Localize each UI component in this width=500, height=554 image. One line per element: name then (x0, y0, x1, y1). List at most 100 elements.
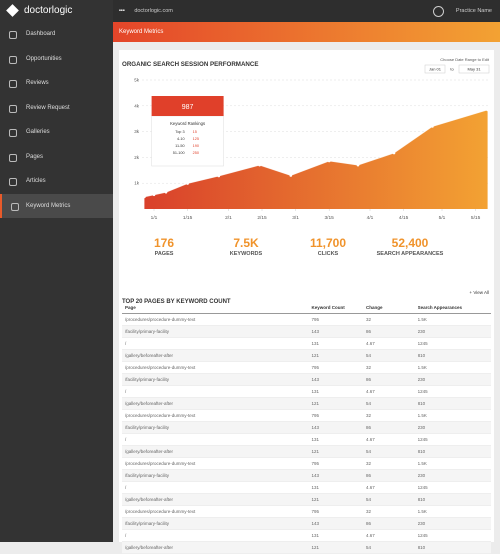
table-cell: 810 (417, 401, 426, 406)
site-selector[interactable]: doctorlogic.com (134, 8, 173, 14)
table-row: /procedures/procedure-dummy-text 795 32 1.5… (122, 410, 491, 422)
table-row: /procedures/procedure-dummy-text 795 32 1.5… (122, 314, 491, 326)
tooltip-title: Keyword Rankings (170, 121, 205, 126)
table-cell: 121 (311, 401, 319, 406)
table-cell: 230 (417, 329, 426, 334)
stat-value: 176 (153, 236, 175, 250)
table-row: /procedures/procedure-dummy-text 795 32 1.5… (122, 362, 491, 374)
column-header[interactable]: Keyword Count (311, 305, 345, 310)
content-card: ORGANIC SEARCH SESSION PERFORMANCE Choos… (119, 50, 494, 554)
table-cell: 54 (366, 497, 372, 502)
table-cell: /procedures/procedure-dummy-text (125, 317, 196, 322)
table-row: /gallery/beforeafter-after 121 54 810 (122, 542, 491, 554)
point (217, 174, 221, 178)
x-tick-label: 5/1 (439, 215, 446, 221)
table-cell: 1245 (417, 389, 428, 394)
table-row: /facility/primary-facility 143 86 230 (122, 326, 491, 338)
table-cell: 86 (366, 425, 372, 430)
logo[interactable]: doctorlogic (0, 0, 113, 22)
tooltip-row-label: 4-10 (177, 137, 185, 141)
y-tick-label: 5k (134, 78, 140, 83)
table-cell: 4.67 (366, 437, 375, 442)
table-cell: 1.5K (417, 317, 427, 322)
table-cell: /facility/primary-facility (125, 521, 170, 526)
table-cell: 4.67 (366, 485, 375, 490)
stat: 176 PAGES (119, 236, 209, 257)
table-cell: 1.5K (417, 413, 427, 418)
stat-label: KEYWORDS (229, 251, 263, 257)
table-cell: 131 (311, 533, 319, 538)
table-header-row: Page Keyword Count Change Search Appearance… (122, 302, 491, 314)
menu-item[interactable]: Keyword Metrics (0, 193, 113, 218)
table-row: /gallery/beforeafter-after 121 54 810 (122, 398, 491, 410)
column-header[interactable]: Change (366, 305, 383, 310)
x-tick-label: 4/15 (399, 215, 409, 221)
table-cell: 1245 (417, 341, 428, 346)
table-cell: 4.67 (366, 341, 375, 346)
table-cell: 32 (366, 509, 372, 514)
x-tick-label: 1/1 (151, 215, 158, 221)
top-bar: ••• doctorlogic.com Practice Name (113, 0, 500, 22)
table-cell: 54 (366, 353, 372, 358)
table-cell: 795 (311, 317, 319, 322)
table-title: TOP 20 PAGES BY KEYWORD COUNT (122, 299, 231, 305)
tooltip-box (151, 115, 224, 167)
tooltip-value: 987 (182, 104, 194, 111)
point (143, 195, 146, 199)
point (356, 163, 360, 167)
table-cell: 86 (366, 377, 372, 382)
table-cell: 121 (311, 449, 319, 454)
table-cell: /facility/primary-facility (125, 473, 170, 478)
date-from-input[interactable] (424, 64, 446, 74)
column-header[interactable]: Search Appearances (417, 305, 462, 310)
table-cell: / (125, 437, 127, 442)
stat-label: CLICKS (317, 251, 339, 257)
table-cell: 143 (311, 521, 319, 526)
x-tick-label: 2/1 (225, 215, 232, 221)
table-cell: 32 (366, 365, 372, 370)
page: doctorlogic Dashboard Opportunities Review… (0, 0, 500, 542)
stat-value: 11,700 (309, 236, 347, 250)
user-menu[interactable]: Practice Name (455, 8, 492, 14)
table-row: /gallery/beforeafter-after 121 54 810 (122, 446, 491, 458)
table-cell: 54 (366, 401, 372, 406)
menu-item[interactable]: Pages (0, 145, 113, 170)
menu-item[interactable]: Opportunities (0, 47, 113, 72)
table-cell: / (125, 485, 127, 490)
tooltip-row-value: 15 (193, 130, 197, 134)
table-cell: 795 (311, 461, 319, 466)
menu-item[interactable]: Articles (0, 169, 113, 194)
point (164, 190, 168, 194)
x-tick-label: 3/1 (292, 215, 299, 221)
y-tick-label: 4k (134, 103, 140, 108)
table-cell: /gallery/beforeafter-after (125, 545, 174, 550)
date-to-input[interactable] (458, 64, 490, 74)
table-cell: 230 (417, 377, 426, 382)
column-header[interactable]: Page (125, 305, 136, 310)
table-cell: 131 (311, 437, 319, 442)
point (152, 193, 156, 197)
table-row: /facility/primary-facility 143 86 230 (122, 374, 491, 386)
table-row: /procedures/procedure-dummy-text 795 32 1.5… (122, 458, 491, 470)
table-cell: 54 (366, 449, 372, 454)
menu-item[interactable]: Dashboard (0, 22, 113, 47)
date-from: Jan 01 (429, 67, 442, 72)
menu: Dashboard Opportunities Reviews Review Requ… (0, 22, 113, 218)
menu-item[interactable]: Reviews (0, 71, 113, 96)
view-all-text[interactable]: View All (473, 290, 489, 295)
table-cell: 810 (417, 353, 426, 358)
view-all[interactable]: + View All (469, 290, 489, 295)
table-cell: 131 (311, 485, 319, 490)
menu-item[interactable]: Review Request (0, 96, 113, 121)
dots[interactable]: ••• (119, 8, 125, 14)
menu-item[interactable]: Galleries (0, 120, 113, 145)
table-cell: /procedures/procedure-dummy-text (125, 461, 196, 466)
tooltip-row-value: 190 (193, 144, 199, 148)
banner-title: Keyword Metrics (119, 29, 164, 35)
table-cell: /gallery/beforeafter-after (125, 449, 174, 454)
table: TOP 20 PAGES BY KEYWORD COUNT + View All… (122, 290, 491, 554)
table-cell: 86 (366, 329, 372, 334)
stat: 7.5K KEYWORDS (201, 236, 291, 257)
table-row: /gallery/beforeafter-after 121 54 810 (122, 350, 491, 362)
table-cell: /facility/primary-facility (125, 425, 170, 430)
